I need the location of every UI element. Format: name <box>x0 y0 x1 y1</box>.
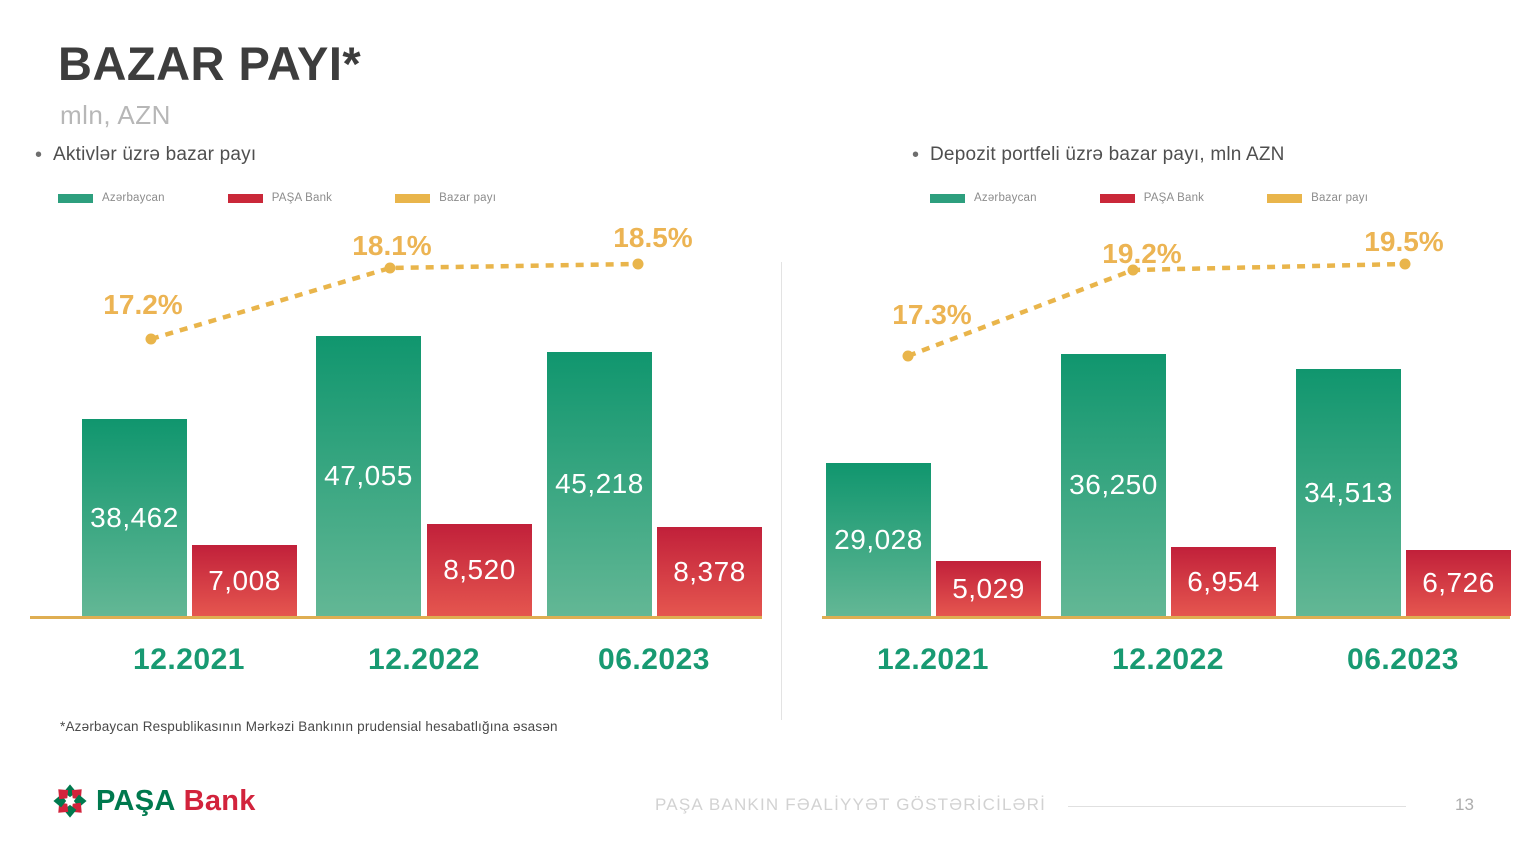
line-dot <box>632 258 644 270</box>
deposits-chart-panel: 29,028 36,250 34,513 5,029 6,954 6,726 17.3% 19… <box>822 140 1511 705</box>
assets-chart-canvas: 38,462 47,055 45,218 7,008 8,520 8,378 17.2% 18… <box>30 140 762 705</box>
panel-divider <box>781 262 782 720</box>
x-axis-label: 12.2021 <box>133 643 245 676</box>
bar-azerbaycan: 34,513 <box>1296 369 1401 616</box>
bar-pasa-bank: 8,378 <box>657 527 762 616</box>
bullet-icon: • <box>912 144 920 166</box>
bar-value-label: 8,520 <box>443 554 516 585</box>
bar-azerbaycan: 47,055 <box>316 336 421 616</box>
bar-value-label: 38,462 <box>90 501 179 533</box>
chart-title: Aktivlər üzrə bazar payı <box>53 144 257 165</box>
bar-value-label: 36,250 <box>1069 469 1158 500</box>
bar-value-label: 45,218 <box>555 468 644 499</box>
x-axis-label: 12.2022 <box>368 643 480 676</box>
bar-pasa-bank: 6,954 <box>1171 547 1276 616</box>
pasa-bank-swatch-icon <box>1099 193 1135 203</box>
bar-pasa-bank: 8,520 <box>427 524 532 616</box>
bar-value-label: 29,028 <box>834 523 923 555</box>
legend-item: Bazar payı <box>1267 192 1368 204</box>
bar-pasa-bank: 5,029 <box>936 561 1041 616</box>
x-axis-label: 12.2022 <box>1112 643 1224 676</box>
legend-label: Azərbaycan <box>974 192 1037 204</box>
legend-label: PAŞA Bank <box>1143 192 1205 204</box>
x-axis-line <box>30 616 762 619</box>
emblem-petal <box>58 789 69 800</box>
bar-azerbaycan: 29,028 <box>826 463 931 616</box>
x-axis-line <box>822 616 1510 619</box>
bar-azerbaycan: 36,250 <box>1061 354 1166 616</box>
bazar-payi-swatch-icon <box>395 193 431 203</box>
footer-divider <box>1068 806 1406 807</box>
legend-item: PAŞA Bank <box>227 192 333 204</box>
market-share-percent-label: 17.2% <box>103 289 183 320</box>
azerbaycan-swatch-icon <box>930 193 965 203</box>
x-axis-label: 06.2023 <box>598 643 710 676</box>
bar-value-label: 6,726 <box>1422 567 1495 598</box>
chart-title: Depozit portfeli üzrə bazar payı, mln AZ… <box>930 144 1285 165</box>
page-number: 13 <box>1455 795 1474 814</box>
legend-item: PAŞA Bank <box>1099 192 1205 204</box>
legend-item: Azərbaycan <box>58 192 165 204</box>
section-header: • Depozit portfeli üzrə bazar payı, mln … <box>912 144 1285 166</box>
bazar-payi-swatch-icon <box>1267 193 1303 203</box>
bar-pasa-bank: 7,008 <box>192 545 297 616</box>
line-dot <box>902 350 914 362</box>
line-dot <box>145 333 157 345</box>
footnote: *Azərbaycan Respublikasının Mərkəzi Bank… <box>60 719 558 734</box>
bar-value-label: 47,055 <box>324 460 413 491</box>
legend-label: PAŞA Bank <box>271 192 333 204</box>
legend-item: Bazar payı <box>395 192 496 204</box>
market-share-percent-label: 19.5% <box>1364 226 1444 257</box>
market-share-percent-label: 19.2% <box>1102 238 1182 269</box>
market-share-percent-label: 17.3% <box>892 299 972 330</box>
logo-text-pasa: PAŞA <box>96 784 176 817</box>
azerbaycan-swatch-icon <box>58 193 93 203</box>
line-dot <box>1399 258 1411 270</box>
bar-pasa-bank: 6,726 <box>1406 550 1511 616</box>
chart-legend: Azərbaycan PAŞA Bank Bazar payı <box>58 192 496 204</box>
page-title: BAZAR PAYI* <box>58 37 362 90</box>
pasa-bank-emblem-icon <box>53 784 87 818</box>
line-dot <box>384 262 396 274</box>
market-share-percent-label: 18.5% <box>613 222 693 253</box>
bar-value-label: 6,954 <box>1187 565 1260 597</box>
bar-value-label: 5,029 <box>952 572 1025 604</box>
deposits-chart-canvas: 29,028 36,250 34,513 5,029 6,954 6,726 17.3% 19… <box>822 140 1511 705</box>
bar-azerbaycan: 38,462 <box>82 419 187 616</box>
pasa-bank-logo: PAŞA Bank <box>53 784 256 818</box>
page-subtitle: mln, AZN <box>60 100 171 130</box>
x-axis-label: 12.2021 <box>877 643 989 676</box>
assets-chart-panel: 38,462 47,055 45,218 7,008 8,520 8,378 17.2% 18… <box>30 140 762 705</box>
bar-value-label: 8,378 <box>673 555 746 587</box>
legend-label: Azərbaycan <box>102 192 165 204</box>
logo-text-bank: Bank <box>183 784 256 817</box>
legend-item: Azərbaycan <box>930 192 1037 204</box>
section-header: • Aktivlər üzrə bazar payı <box>35 144 256 166</box>
bar-value-label: 7,008 <box>208 564 281 596</box>
pasa-bank-swatch-icon <box>227 193 263 203</box>
bar-value-label: 34,513 <box>1304 476 1393 508</box>
bullet-icon: • <box>35 144 43 166</box>
legend-label: Bazar payı <box>1311 192 1369 204</box>
x-axis-label: 06.2023 <box>1347 643 1459 676</box>
market-share-percent-label: 18.1% <box>352 230 432 261</box>
footer-title: PAŞA BANKIN FƏALİYYƏT GÖSTƏRİCİLƏRİ <box>655 795 1047 814</box>
bar-azerbaycan: 45,218 <box>547 352 652 616</box>
legend-label: Bazar payı <box>439 192 497 204</box>
chart-legend: Azərbaycan PAŞA Bank Bazar payı <box>930 192 1368 204</box>
